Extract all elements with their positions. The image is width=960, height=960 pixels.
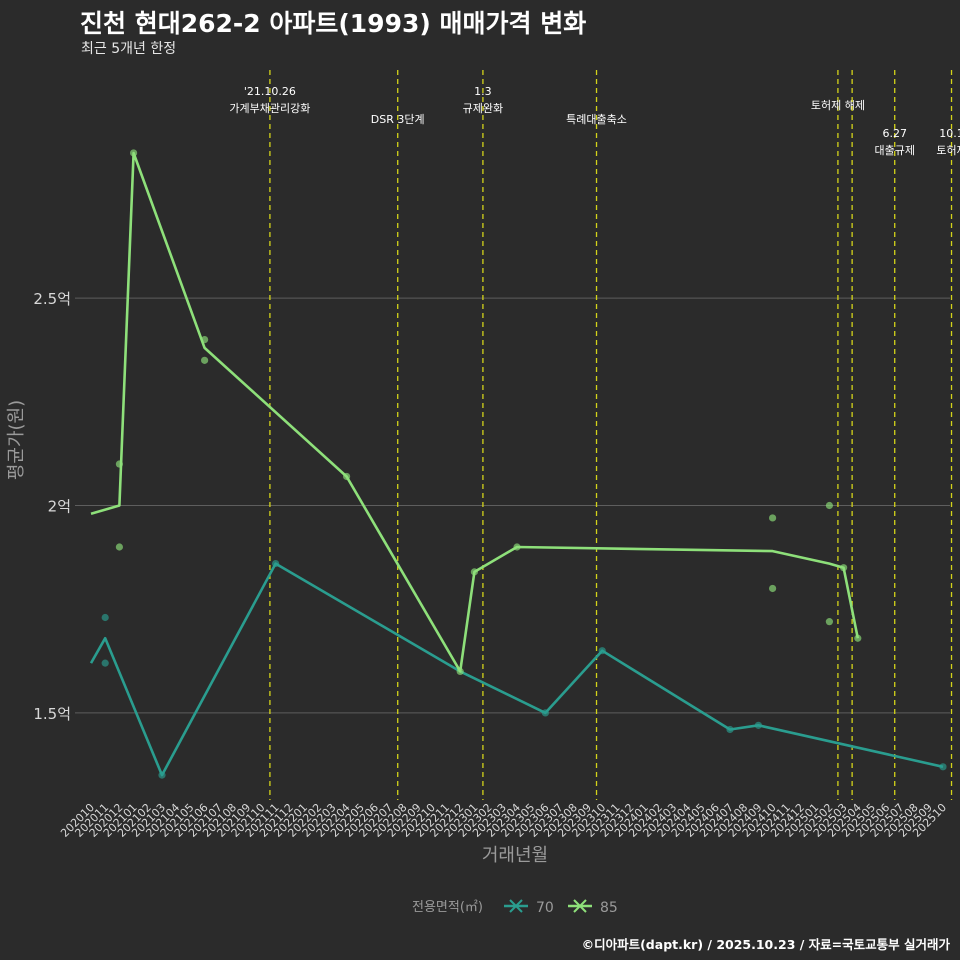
legend-title: 전용면적(㎡): [412, 900, 483, 915]
y-tick-label: 1.5억: [33, 705, 71, 723]
series-70: [89, 559, 947, 779]
data-point: [769, 514, 777, 522]
y-tick-label: 2.5억: [33, 290, 71, 308]
y-axis-title: 평균가(원): [6, 400, 27, 480]
data-point: [825, 501, 834, 510]
x-axis-title: 거래년월: [482, 845, 548, 866]
event-label: 1.3: [474, 85, 492, 98]
legend-swatch-mark: [573, 899, 587, 913]
axis-layer: 1.5억2억2.5억202010202011202012202101202102…: [33, 290, 949, 840]
series-line: [89, 562, 944, 777]
event-label: '21.10.26: [244, 85, 296, 98]
data-point: [201, 356, 209, 364]
data-point: [854, 634, 862, 642]
series-layer: [89, 149, 947, 779]
y-tick-label: 2억: [48, 498, 71, 516]
chart-title: 진천 현대262-2 아파트(1993) 매매가격 변화: [80, 9, 587, 38]
legend-item-70: 70: [504, 899, 554, 916]
chart-subtitle: 최근 5개년 한정: [81, 41, 177, 57]
event-label: DSR 3단계: [371, 113, 425, 126]
legend-item-85: 85: [568, 899, 618, 916]
event-label: 가계부채관리강화: [229, 102, 310, 115]
data-point: [101, 659, 109, 667]
grid-layer: [75, 297, 950, 714]
source-caption: ©디아파트(dapt.kr) / 2025.10.23 / 자료=국토교통부 실…: [581, 937, 950, 952]
series-85: [90, 149, 862, 676]
event-label: 특례대출축소: [566, 113, 627, 126]
event-label: 10.1: [939, 127, 960, 140]
event-label: 토허제 해제: [811, 98, 865, 112]
event-label: 규제완화: [463, 102, 503, 115]
event-label: 토허제: [936, 144, 960, 157]
legend-swatch-mark: [509, 899, 523, 913]
data-point: [101, 613, 109, 622]
legend-label: 85: [600, 900, 618, 916]
data-point: [769, 584, 777, 593]
legend: 전용면적(㎡) 70 85: [412, 899, 618, 916]
event-label: 6.27: [882, 127, 907, 140]
data-point: [939, 763, 947, 771]
series-line: [90, 151, 860, 673]
legend-label: 70: [536, 900, 554, 916]
event-label: 대출규제: [874, 144, 914, 157]
data-point: [115, 543, 123, 551]
data-point: [825, 618, 834, 626]
